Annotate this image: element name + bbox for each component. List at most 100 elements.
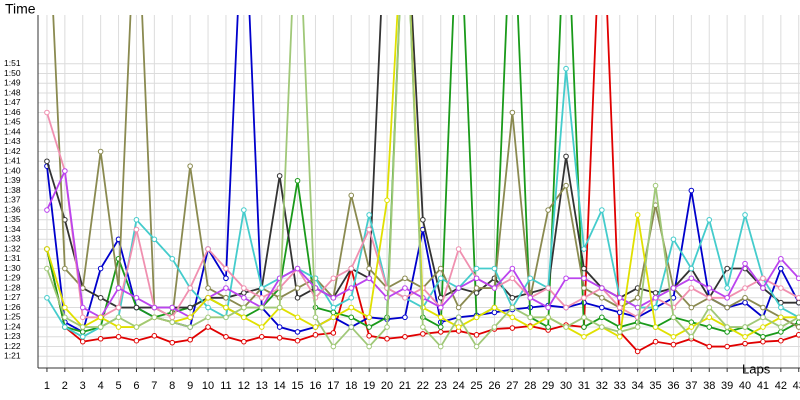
data-point: [241, 338, 247, 345]
data-point: [491, 285, 498, 291]
x-tick-label: 25: [470, 380, 482, 392]
data-point: [616, 329, 623, 335]
data-point: [420, 331, 426, 337]
data-point: [62, 324, 68, 330]
y-tick-label: 1:27: [4, 292, 21, 302]
data-point: [366, 212, 372, 218]
data-point: [599, 294, 605, 301]
data-point: [437, 314, 444, 321]
x-tick-label: 42: [775, 380, 787, 392]
data-point: [97, 335, 104, 342]
x-tick-label: 26: [488, 380, 500, 392]
data-point: [62, 314, 68, 321]
data-point: [133, 304, 140, 311]
data-point: [223, 285, 229, 291]
data-point: [545, 304, 551, 311]
data-point: [563, 182, 569, 189]
x-tick-label: 17: [327, 380, 339, 392]
data-point: [778, 324, 784, 330]
data-point: [348, 304, 355, 311]
data-point: [258, 294, 265, 301]
data-point: [294, 294, 301, 301]
data-point: [473, 290, 480, 296]
data-point: [795, 314, 800, 321]
data-point: [778, 329, 784, 335]
x-tick-label: 35: [649, 380, 661, 392]
x-tick-label: 39: [721, 380, 733, 392]
data-point: [706, 294, 713, 301]
x-tick-label: 11: [220, 380, 231, 392]
data-point: [724, 324, 730, 330]
y-tick-label: 1:47: [4, 97, 21, 107]
data-point: [688, 324, 695, 330]
y-tick-label: 1:41: [4, 156, 21, 166]
data-point: [44, 207, 50, 213]
data-point: [79, 314, 86, 321]
data-point: [795, 294, 800, 301]
data-point: [384, 197, 390, 204]
data-point: [115, 324, 122, 330]
data-point: [599, 304, 605, 311]
data-point: [437, 265, 444, 272]
data-point: [742, 260, 748, 267]
data-point: [348, 314, 355, 321]
data-point: [581, 275, 587, 282]
data-point: [795, 319, 800, 325]
data-point: [473, 332, 480, 338]
axes: 1:211:221:231:241:251:261:271:281:291:30…: [4, 15, 800, 392]
data-point: [742, 340, 748, 347]
data-point: [79, 333, 86, 340]
data-point: [97, 265, 104, 272]
data-point: [187, 304, 193, 311]
data-point: [169, 314, 176, 321]
data-point: [652, 294, 659, 301]
y-tick-label: 1:44: [4, 126, 21, 136]
data-point: [473, 314, 480, 321]
data-point: [778, 285, 784, 291]
data-point: [491, 324, 498, 330]
data-point: [599, 207, 605, 213]
data-point: [366, 226, 372, 233]
data-point: [133, 337, 140, 344]
data-point: [115, 304, 122, 311]
data-point: [652, 290, 659, 296]
data-point: [491, 265, 498, 272]
data-point: [527, 294, 534, 301]
data-point: [294, 337, 301, 344]
y-tick-label: 1:21: [4, 351, 21, 361]
data-point: [330, 330, 337, 336]
data-point: [563, 275, 569, 282]
y-tick-label: 1:34: [4, 224, 21, 234]
x-tick-label: 8: [169, 380, 175, 392]
y-tick-label: 1:29: [4, 273, 21, 283]
x-tick-label: 36: [667, 380, 679, 392]
data-point: [760, 324, 766, 330]
data-point: [545, 207, 551, 213]
data-point: [473, 265, 480, 272]
x-tick-label: 33: [614, 380, 626, 392]
data-point: [778, 314, 784, 321]
data-point: [581, 314, 587, 321]
data-point: [187, 314, 193, 321]
data-point: [366, 275, 372, 282]
x-tick-label: 6: [133, 380, 139, 392]
y-tick-label: 1:48: [4, 87, 21, 97]
data-point: [294, 314, 301, 321]
data-point: [437, 304, 444, 311]
data-point: [62, 304, 68, 311]
data-point: [97, 294, 104, 301]
data-point: [169, 255, 176, 262]
y-tick-label: 1:42: [4, 146, 21, 156]
data-point: [205, 294, 211, 301]
data-point: [652, 182, 659, 189]
x-tick-label: 10: [202, 380, 214, 392]
data-point: [581, 265, 587, 272]
data-point: [724, 329, 730, 335]
data-point: [133, 294, 140, 301]
data-point: [563, 65, 569, 72]
data-point: [616, 333, 623, 340]
x-tick-label: 16: [309, 380, 321, 392]
data-point: [241, 304, 247, 311]
x-tick-label: 14: [274, 380, 286, 392]
data-point: [205, 304, 211, 311]
